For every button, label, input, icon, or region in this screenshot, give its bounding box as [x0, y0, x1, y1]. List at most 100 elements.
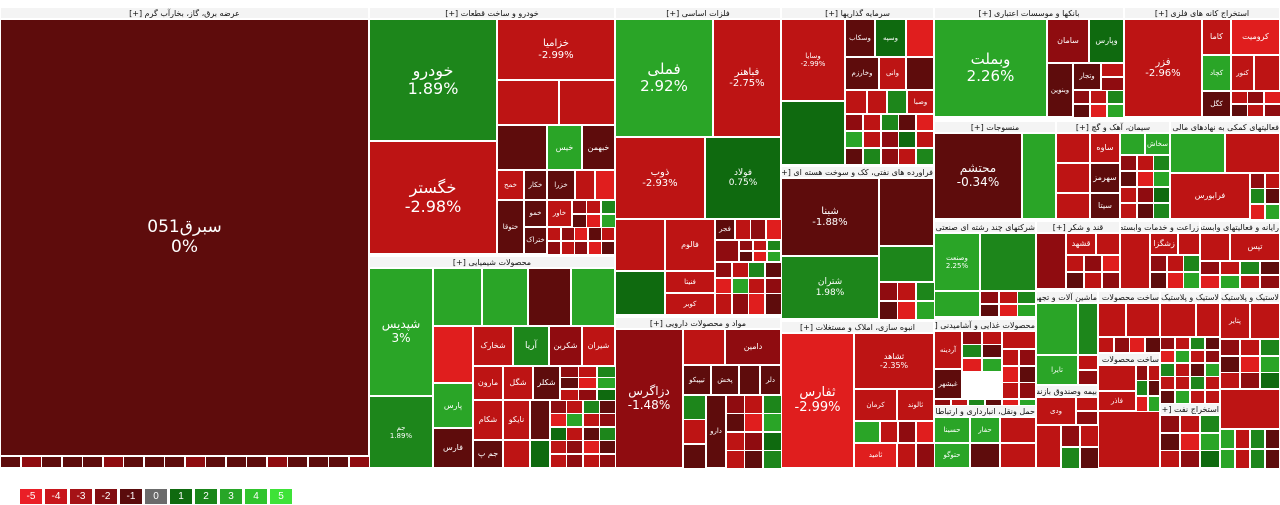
- small-stock-cell[interactable]: [1153, 155, 1170, 171]
- small-stock-cell[interactable]: [916, 443, 935, 468]
- small-stock-cell[interactable]: [528, 268, 571, 326]
- stock-cell[interactable]: ساوه: [1090, 133, 1120, 163]
- small-stock-cell[interactable]: [597, 377, 616, 389]
- small-stock-cell[interactable]: [962, 331, 982, 345]
- small-stock-cell[interactable]: [726, 413, 745, 432]
- small-stock-cell[interactable]: [744, 432, 763, 451]
- small-stock-cell[interactable]: [561, 227, 575, 241]
- stock-cell[interactable]: ختوقا: [497, 200, 524, 254]
- stock-cell[interactable]: دلر: [760, 365, 781, 395]
- small-stock-cell[interactable]: [1167, 255, 1184, 272]
- small-stock-cell[interactable]: [586, 200, 601, 214]
- small-stock-cell[interactable]: [934, 291, 980, 317]
- small-stock-cell[interactable]: [1120, 171, 1137, 187]
- small-stock-cell[interactable]: [1260, 372, 1280, 389]
- sector-header[interactable]: لاستیک و پلاستیک [+]: [1160, 291, 1220, 303]
- small-stock-cell[interactable]: [1170, 133, 1225, 173]
- stock-cell[interactable]: وسکاب: [845, 19, 875, 57]
- sector-header[interactable]: لاستیک و پلاستیک [+]: [1220, 291, 1280, 303]
- small-stock-cell[interactable]: [1090, 90, 1107, 104]
- small-stock-cell[interactable]: [601, 200, 616, 214]
- small-stock-cell[interactable]: [1205, 363, 1220, 377]
- stock-cell[interactable]: سیتا: [1090, 193, 1120, 219]
- small-stock-cell[interactable]: [1160, 303, 1196, 337]
- small-stock-cell[interactable]: [1200, 450, 1220, 468]
- stock-cell[interactable]: سامان: [1047, 19, 1089, 63]
- small-stock-cell[interactable]: [588, 241, 602, 255]
- small-stock-cell[interactable]: [550, 413, 567, 427]
- sector-header[interactable]: حمل ونقل، انبارداری و ارتباطات [+]: [934, 405, 1036, 417]
- small-stock-cell[interactable]: [845, 90, 867, 114]
- small-stock-cell[interactable]: [1220, 372, 1240, 389]
- small-stock-cell[interactable]: [879, 301, 898, 320]
- sector-header[interactable]: منسوجات [+]: [934, 121, 1056, 133]
- small-stock-cell[interactable]: [1250, 204, 1265, 220]
- small-stock-cell[interactable]: [599, 440, 616, 454]
- stock-cell[interactable]: جم 1.89%: [369, 396, 433, 468]
- stock-cell[interactable]: کرومیت: [1231, 19, 1280, 55]
- sector-header[interactable]: فراورده های نفتی، کک و سوخت هسته ای [+]: [781, 166, 934, 178]
- sector-header[interactable]: فعالیتهای کمکی به نهادهای مالی [+]: [1170, 121, 1280, 133]
- small-stock-cell[interactable]: [1101, 63, 1124, 77]
- small-stock-cell[interactable]: [1250, 449, 1265, 469]
- small-stock-cell[interactable]: [1066, 255, 1084, 272]
- small-stock-cell[interactable]: [572, 214, 587, 228]
- stock-cell[interactable]: شکام: [473, 400, 503, 440]
- small-stock-cell[interactable]: [550, 454, 567, 468]
- small-stock-cell[interactable]: [683, 444, 706, 469]
- small-stock-cell[interactable]: [1002, 366, 1019, 383]
- small-stock-cell[interactable]: [748, 262, 765, 278]
- small-stock-cell[interactable]: [1019, 349, 1036, 366]
- small-stock-cell[interactable]: [970, 443, 1000, 468]
- sector-header[interactable]: فلزات اساسی [+]: [615, 7, 781, 19]
- small-stock-cell[interactable]: [683, 419, 706, 444]
- small-stock-cell[interactable]: [0, 456, 21, 468]
- small-stock-cell[interactable]: [1126, 303, 1160, 337]
- small-stock-cell[interactable]: [732, 262, 749, 278]
- small-stock-cell[interactable]: [1200, 433, 1220, 451]
- small-stock-cell[interactable]: [497, 80, 559, 125]
- sector-header[interactable]: ساخت محصولات فلزی [+]: [1098, 353, 1160, 365]
- small-stock-cell[interactable]: [1205, 350, 1220, 363]
- small-stock-cell[interactable]: [982, 331, 1002, 345]
- stock-cell[interactable]: دامین: [725, 329, 781, 365]
- small-stock-cell[interactable]: [1190, 337, 1205, 350]
- small-stock-cell[interactable]: [1205, 376, 1220, 390]
- small-stock-cell[interactable]: [1240, 339, 1260, 356]
- small-stock-cell[interactable]: [601, 227, 615, 241]
- stock-cell[interactable]: کوبر: [665, 293, 715, 315]
- stock-cell[interactable]: شبنا -1.88%: [781, 178, 879, 256]
- small-stock-cell[interactable]: [123, 456, 144, 468]
- small-stock-cell[interactable]: [1235, 429, 1250, 449]
- small-stock-cell[interactable]: [1175, 363, 1190, 377]
- stock-cell[interactable]: فرابورس: [1170, 173, 1250, 219]
- small-stock-cell[interactable]: [1264, 91, 1280, 104]
- small-stock-cell[interactable]: [1254, 55, 1280, 91]
- small-stock-cell[interactable]: [583, 454, 600, 468]
- small-stock-cell[interactable]: [205, 456, 226, 468]
- stock-cell[interactable]: شکلر: [533, 366, 560, 400]
- small-stock-cell[interactable]: [572, 200, 587, 214]
- small-stock-cell[interactable]: [1265, 449, 1280, 469]
- small-stock-cell[interactable]: [578, 377, 597, 389]
- small-stock-cell[interactable]: [1200, 233, 1230, 261]
- small-stock-cell[interactable]: [980, 233, 1036, 291]
- stock-cell[interactable]: شخارک: [473, 326, 513, 366]
- stock-cell[interactable]: تیپیکو: [683, 365, 711, 395]
- sector-header[interactable]: ساخت محصولات فلزی [+]: [1098, 291, 1160, 303]
- small-stock-cell[interactable]: [1150, 272, 1167, 289]
- small-stock-cell[interactable]: [1250, 303, 1280, 339]
- small-stock-cell[interactable]: [1175, 337, 1190, 350]
- small-stock-cell[interactable]: [1019, 366, 1036, 383]
- small-stock-cell[interactable]: [1129, 337, 1145, 353]
- small-stock-cell[interactable]: [1240, 356, 1260, 373]
- small-stock-cell[interactable]: [999, 291, 1018, 304]
- small-stock-cell[interactable]: [1107, 104, 1124, 118]
- small-stock-cell[interactable]: [1148, 380, 1160, 396]
- small-stock-cell[interactable]: [21, 456, 42, 468]
- stock-cell[interactable]: شگل: [503, 366, 533, 400]
- small-stock-cell[interactable]: [880, 421, 898, 443]
- small-stock-cell[interactable]: [763, 450, 782, 469]
- small-stock-cell[interactable]: [863, 148, 881, 165]
- small-stock-cell[interactable]: [744, 395, 763, 414]
